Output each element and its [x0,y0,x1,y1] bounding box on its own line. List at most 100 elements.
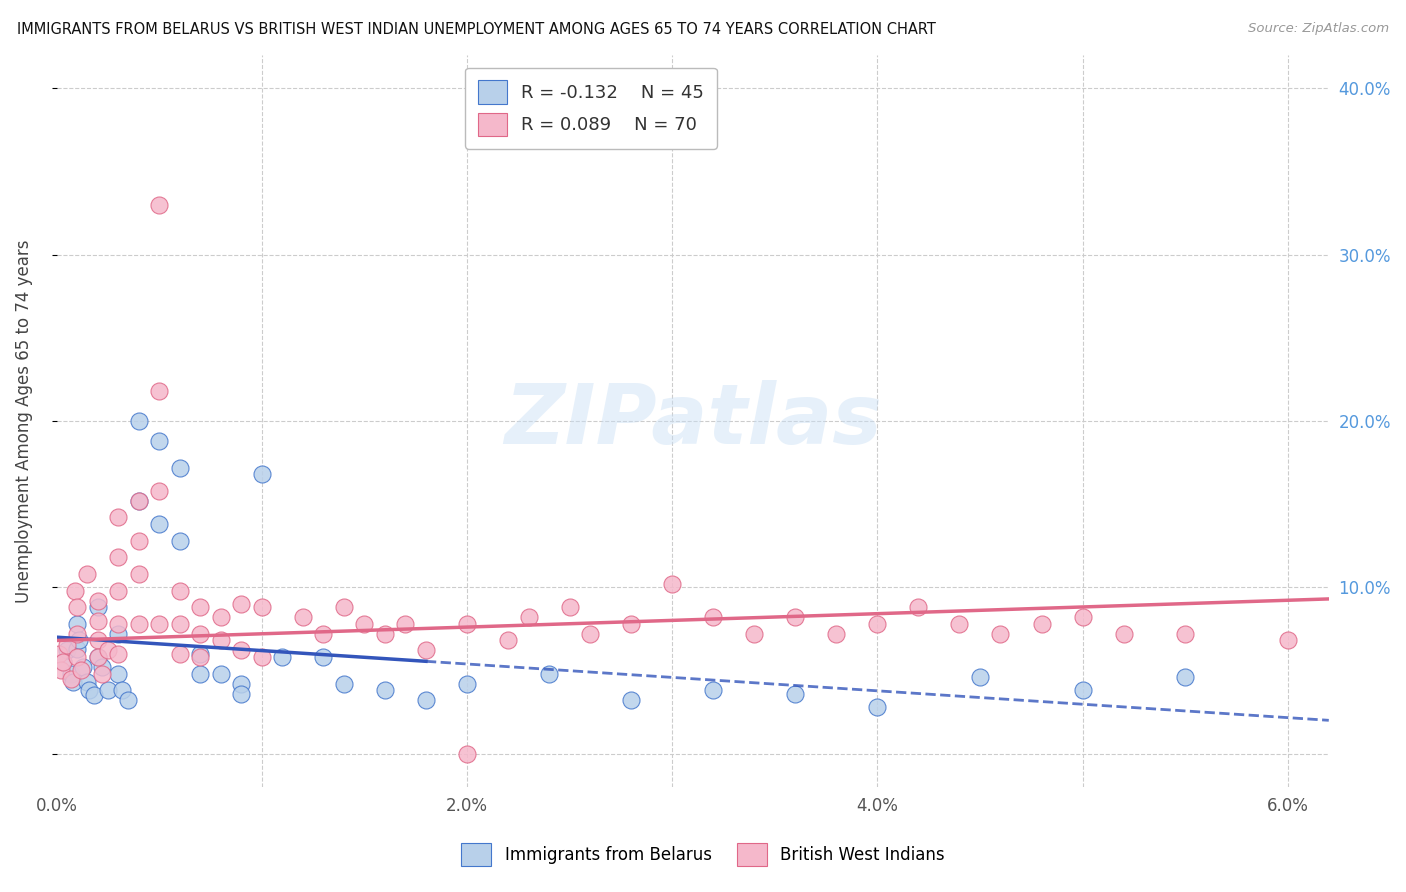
Point [169,533,191,548]
Point [128,414,150,428]
Point [52,655,75,669]
Point [128,493,150,508]
Point [62,675,84,690]
Point [209,610,232,624]
Point [990,627,1012,641]
Point [866,616,889,631]
Point [107,666,129,681]
Point [517,610,540,624]
Point [1031,616,1053,631]
Point [70,664,93,678]
Point [1112,627,1135,641]
Point [79,683,101,698]
Point [188,627,211,641]
Point [66,600,89,615]
Point [1174,627,1197,641]
Point [117,693,139,707]
Point [128,616,150,631]
Point [231,677,253,691]
Point [128,566,150,581]
Point [107,616,129,631]
Point [415,643,437,657]
Point [579,627,602,641]
Point [111,683,134,698]
Point [374,627,396,641]
Point [785,687,807,701]
Point [620,693,643,707]
Point [66,616,89,631]
Point [49,664,72,678]
Point [148,434,170,448]
Point [1071,683,1094,698]
Point [333,600,356,615]
Point [456,616,478,631]
Point [394,616,416,631]
Point [1071,610,1094,624]
Point [97,643,120,657]
Point [63,583,86,598]
Point [66,641,89,656]
Point [558,600,581,615]
Point [48,647,70,661]
Point [374,683,396,698]
Point [66,627,89,641]
Legend: Immigrants from Belarus, British West Indians: Immigrants from Belarus, British West In… [453,835,953,875]
Point [1174,670,1197,684]
Point [312,650,335,665]
Point [231,597,253,611]
Point [83,689,105,703]
Point [148,384,170,398]
Point [456,677,478,691]
Point [86,600,108,615]
Point [107,510,129,524]
Text: ZIPatlas: ZIPatlas [503,381,882,461]
Point [148,517,170,532]
Point [312,627,335,641]
Point [86,633,108,648]
Point [1277,633,1299,648]
Point [76,675,98,690]
Point [291,610,314,624]
Point [231,687,253,701]
Point [209,666,232,681]
Point [661,577,683,591]
Point [250,600,273,615]
Point [56,639,79,653]
Point [86,593,108,607]
Point [86,650,108,665]
Point [333,677,356,691]
Point [620,616,643,631]
Point [702,683,724,698]
Point [107,583,129,598]
Point [59,672,82,686]
Point [742,627,765,641]
Point [948,616,970,631]
Point [128,493,150,508]
Point [128,533,150,548]
Point [496,633,519,648]
Point [271,650,294,665]
Text: IMMIGRANTS FROM BELARUS VS BRITISH WEST INDIAN UNEMPLOYMENT AMONG AGES 65 TO 74 : IMMIGRANTS FROM BELARUS VS BRITISH WEST … [17,22,936,37]
Point [188,650,211,665]
Point [169,460,191,475]
Point [231,643,253,657]
Point [169,616,191,631]
Point [866,700,889,714]
Point [456,747,478,761]
Point [76,566,98,581]
Point [97,683,120,698]
Point [90,660,112,674]
Point [86,614,108,628]
Point [538,666,561,681]
Text: Source: ZipAtlas.com: Source: ZipAtlas.com [1249,22,1389,36]
Point [825,627,848,641]
Point [702,610,724,624]
Point [86,650,108,665]
Point [72,660,94,674]
Point [969,670,991,684]
Point [67,633,90,648]
Point [188,666,211,681]
Legend: R = -0.132    N = 45, R = 0.089    N = 70: R = -0.132 N = 45, R = 0.089 N = 70 [465,68,717,149]
Point [148,483,170,498]
Point [169,583,191,598]
